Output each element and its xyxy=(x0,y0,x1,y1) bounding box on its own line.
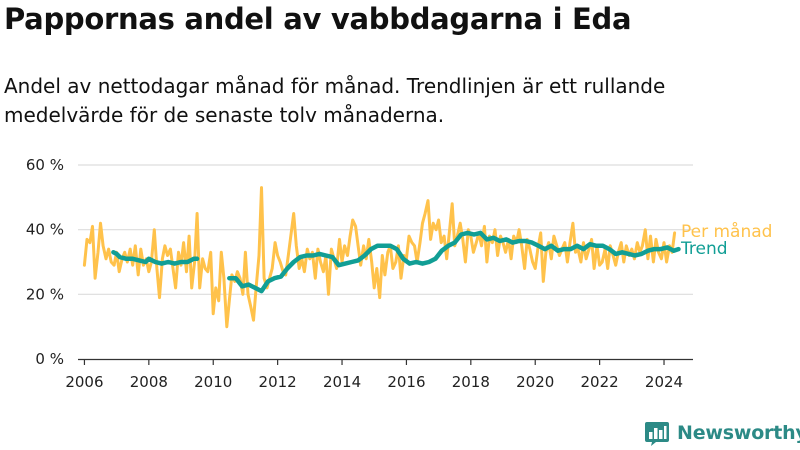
x-tick-label: 2022 xyxy=(581,373,619,391)
grid-lines xyxy=(78,164,693,295)
y-tick-label: 60 % xyxy=(26,156,64,174)
series-line-per-manad xyxy=(82,186,677,329)
brand-name: Newsworthy xyxy=(677,422,800,444)
chart-title: Pappornas andel av vabbdagarna i Eda xyxy=(4,2,632,36)
x-tick-label: 2008 xyxy=(130,373,168,391)
x-tick-label: 2010 xyxy=(194,373,232,391)
x-tick-label: 2018 xyxy=(452,373,490,391)
legend-label-per-manad: Per månad xyxy=(681,221,772,242)
x-tick-label: 2006 xyxy=(65,373,103,391)
series-line-trend xyxy=(111,250,200,266)
bar-chart-logo-icon xyxy=(645,422,669,446)
x-tick-label: 2016 xyxy=(387,373,425,391)
series-line-trend xyxy=(227,230,681,294)
x-tick-label: 2014 xyxy=(323,373,361,391)
x-tick-label: 2012 xyxy=(259,373,297,391)
y-tick-label: 0 % xyxy=(35,350,64,368)
x-tick-label: 2020 xyxy=(516,373,554,391)
series-layer xyxy=(82,186,681,329)
chart-subtitle: Andel av nettodagar månad för månad. Tre… xyxy=(4,74,666,127)
brand-logo: Newsworthy xyxy=(644,420,800,446)
legend-label-trend: Trend xyxy=(680,239,728,259)
y-tick-label: 40 % xyxy=(26,221,64,239)
y-axis: 0 % 20 % 40 % 60 % xyxy=(26,156,64,368)
x-axis: 2006 2008 2010 2012 2014 2016 2018 2020 2022 2024 xyxy=(65,358,693,391)
x-tick-label: 2024 xyxy=(645,373,683,391)
y-tick-label: 20 % xyxy=(26,285,64,303)
